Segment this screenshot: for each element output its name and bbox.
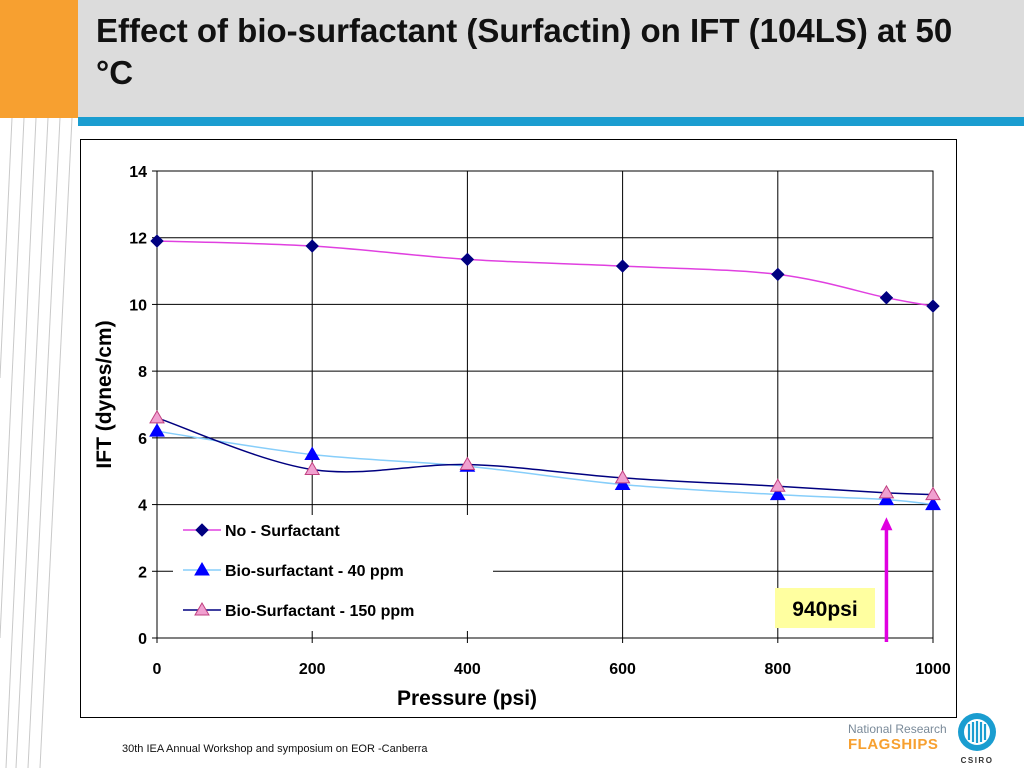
annotation-box	[775, 588, 875, 628]
ift-chart: 0 2 4 6 8 10 12 14 0 200 400 600 800 1000 Pressure (ps…	[93, 164, 951, 710]
x-tick-label: 200	[299, 661, 326, 678]
data-point-series-3	[149, 409, 165, 424]
header-band	[0, 0, 1024, 118]
x-tick-label: 0	[153, 661, 162, 678]
y-axis-label: IFT (dynes/cm)	[93, 320, 116, 468]
annotation-label: 940psi	[792, 598, 857, 621]
y-tick-label: 4	[138, 498, 147, 515]
blue-rule	[78, 117, 1024, 126]
data-point-series-2	[769, 486, 786, 501]
y-tick-label: 0	[138, 631, 147, 648]
data-point-series-3	[769, 478, 786, 492]
data-point-series-2	[304, 446, 321, 461]
y-tick-label: 12	[129, 231, 147, 248]
legend-marker-1	[195, 523, 209, 537]
orange-accent-block	[0, 0, 78, 118]
y-tick-label: 6	[138, 431, 147, 448]
decorative-lines	[0, 118, 73, 768]
data-point-series-1	[150, 234, 164, 248]
x-axis-label: Pressure (psi)	[397, 687, 537, 710]
logo-line2: FLAGSHIPS	[848, 736, 939, 753]
csiro-logo-text: CSIRO	[961, 756, 994, 765]
data-point-series-3	[614, 469, 631, 484]
legend-marker-2	[194, 562, 210, 576]
data-point-series-3	[459, 456, 476, 471]
slide-title: Effect of bio-surfactant (Surfactin) on …	[96, 12, 953, 91]
data-point-series-1	[771, 267, 785, 282]
data-point-series-1	[305, 239, 319, 253]
national-research-flagships-logo: National Research FLAGSHIPS	[848, 722, 956, 762]
logo-line1: National Research	[848, 722, 947, 736]
x-tick-label: 400	[454, 661, 481, 678]
data-point-series-3	[878, 484, 895, 499]
x-tick-label: 600	[609, 661, 636, 678]
data-point-series-1	[460, 252, 475, 267]
x-tick-label: 1000	[915, 661, 951, 678]
y-tick-label: 14	[129, 164, 147, 181]
data-point-series-2	[614, 476, 631, 491]
legend-label-2: Bio-surfactant - 40 ppm	[225, 563, 404, 580]
data-point-series-2	[149, 423, 165, 437]
legend-box	[173, 515, 493, 631]
legend-label-1: No - Surfactant	[225, 523, 340, 540]
footer-text: 30th IEA Annual Workshop and symposium o…	[122, 743, 428, 755]
annotation-arrow-head	[880, 517, 893, 531]
data-point-series-2	[925, 496, 941, 511]
y-tick-label: 10	[129, 297, 147, 314]
y-tick-label: 8	[138, 364, 147, 381]
data-point-series-3	[304, 461, 321, 476]
data-point-series-1	[926, 299, 940, 313]
chart-frame: 0 2 4 6 8 10 12 14 0 200 400 600 800 1000 Pressure (ps…	[80, 139, 957, 718]
y-tick-label: 2	[138, 564, 147, 581]
data-point-series-1	[615, 259, 630, 273]
legend-label-3: Bio-Surfactant - 150 ppm	[225, 603, 414, 620]
x-tick-label: 800	[764, 661, 791, 678]
data-point-series-2	[878, 491, 895, 506]
csiro-logo: CSIRO	[958, 713, 996, 765]
data-point-series-1	[879, 291, 894, 305]
data-point-series-3	[925, 486, 941, 501]
legend-marker-3	[194, 602, 210, 616]
